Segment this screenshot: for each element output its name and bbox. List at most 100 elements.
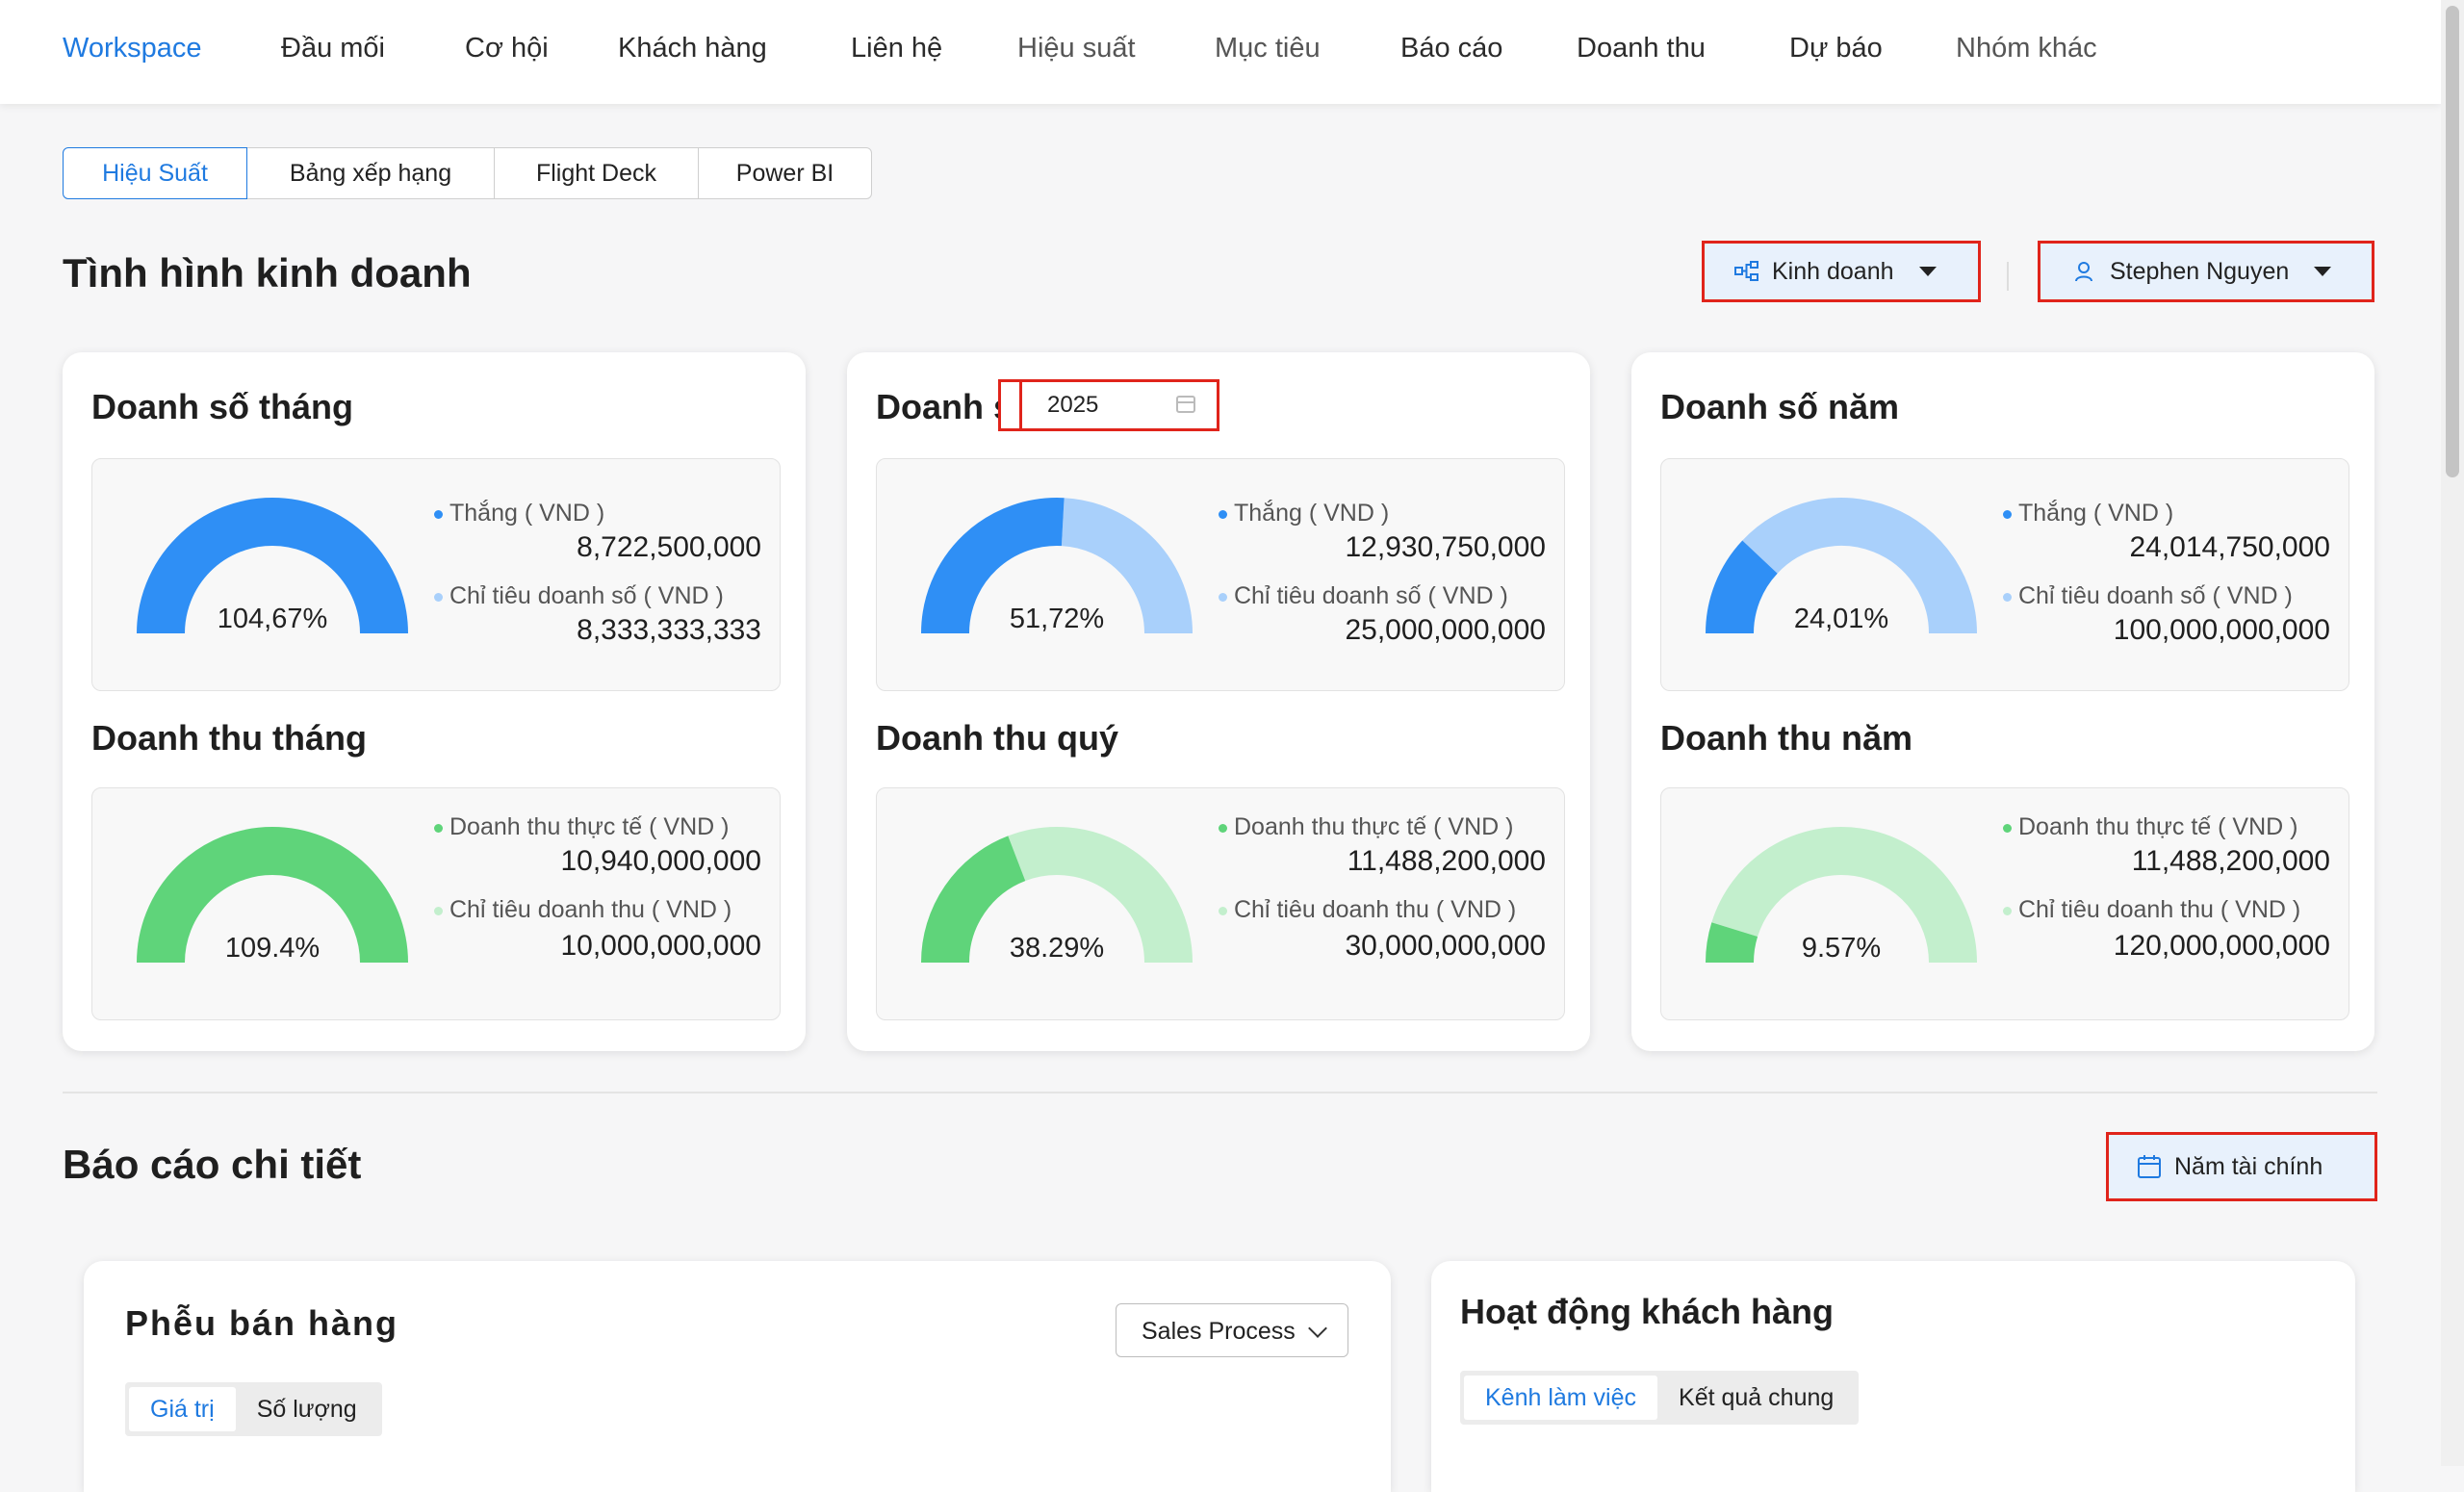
activity-mode-toggle: Kênh làm việc Kết quả chung — [1460, 1371, 1860, 1425]
revenue-target-label: Chỉ tiêu doanh thu ( VND ) — [1234, 896, 1517, 923]
page-scrollbar[interactable] — [2441, 0, 2464, 1466]
actual-revenue-label: Doanh thu thực tế ( VND ) — [2018, 813, 2298, 840]
user-icon — [2071, 258, 2098, 285]
sales-gauge-panel: 51,72% Thắng ( VND ) 12,930,750,000 Chỉ … — [876, 458, 1565, 691]
nav-forecast[interactable]: Dự báo — [1789, 33, 1883, 64]
activity-option-channel[interactable]: Kênh làm việc — [1464, 1376, 1658, 1420]
revenue-gauge — [921, 827, 1193, 964]
tab-flight-deck[interactable]: Flight Deck — [494, 147, 699, 199]
revenue-gauge — [1706, 827, 1977, 964]
sales-funnel-panel: Phễu bán hàng Sales Process Giá trị Số l… — [84, 1261, 1391, 1492]
actual-revenue-label: Doanh thu thực tế ( VND ) — [449, 813, 730, 840]
sales-process-value: Sales Process — [1142, 1318, 1296, 1345]
actual-revenue-legend: Doanh thu thực tế ( VND ) 11,488,200,000 — [1219, 811, 1546, 881]
nav-leads[interactable]: Đầu mối — [281, 33, 385, 64]
nav-workspace[interactable]: Workspace — [63, 33, 202, 64]
sales-target-legend: Chỉ tiêu doanh số ( VND ) 25,000,000,000 — [1219, 580, 1546, 650]
nav-opportunities[interactable]: Cơ hội — [465, 33, 549, 64]
nav-customers[interactable]: Khách hàng — [618, 33, 767, 64]
nav-revenue[interactable]: Doanh thu — [1577, 33, 1706, 64]
tab-leaderboard[interactable]: Bảng xếp hạng — [246, 147, 495, 199]
actual-revenue-value: 11,488,200,000 — [1347, 845, 1546, 877]
won-legend: Thắng ( VND ) 12,930,750,000 — [1219, 498, 1546, 567]
funnel-mode-toggle: Giá trị Số lượng — [125, 1382, 382, 1436]
sales-target-value: 8,333,333,333 — [577, 614, 761, 646]
sales-funnel-title: Phễu bán hàng — [125, 1303, 399, 1343]
department-filter[interactable]: Kinh doanh — [1702, 241, 1981, 302]
legend-dot — [2003, 510, 2012, 519]
revenue-target-value: 10,000,000,000 — [560, 930, 761, 962]
won-value: 24,014,750,000 — [2129, 531, 2330, 563]
actual-revenue-label: Doanh thu thực tế ( VND ) — [1234, 813, 1514, 840]
revenue-target-legend: Chỉ tiêu doanh thu ( VND ) 120,000,000,0… — [2003, 894, 2330, 965]
legend-dot — [434, 907, 443, 915]
revenue-gauge-panel: 109.4% Doanh thu thực tế ( VND ) 10,940,… — [91, 787, 781, 1020]
details-title: Báo cáo chi tiết — [63, 1142, 362, 1187]
legend-dot — [2003, 824, 2012, 833]
won-legend: Thắng ( VND ) 24,014,750,000 — [2003, 498, 2330, 567]
revenue-gauge-panel: 38.29% Doanh thu thực tế ( VND ) 11,488,… — [876, 787, 1565, 1020]
calendar-icon — [1176, 396, 1195, 413]
sales-percent: 104,67% — [217, 604, 328, 634]
sales-percent: 51,72% — [1009, 604, 1105, 634]
revenue-target-value: 30,000,000,000 — [1345, 930, 1546, 962]
won-label: Thắng ( VND ) — [449, 500, 605, 527]
revenue-card-title: Doanh thu tháng — [91, 718, 367, 758]
tab-performance[interactable]: Hiệu Suất — [63, 147, 247, 199]
legend-dot — [1219, 510, 1227, 519]
legend-dot — [1219, 824, 1227, 833]
won-value: 8,722,500,000 — [577, 531, 761, 563]
revenue-percent: 109.4% — [224, 933, 321, 964]
sales-target-label: Chỉ tiêu doanh số ( VND ) — [1234, 582, 1508, 609]
chevron-down-icon — [1308, 1319, 1327, 1338]
kpi-card: Doanh số quý Q1/2025 51,72% Thắng ( VND … — [847, 352, 1590, 1051]
activity-option-results[interactable]: Kết quả chung — [1679, 1384, 1835, 1411]
revenue-target-value: 120,000,000,000 — [2113, 930, 2330, 962]
revenue-card-title: Doanh thu năm — [1660, 718, 1912, 758]
sales-process-select[interactable]: Sales Process — [1116, 1303, 1348, 1357]
sales-target-legend: Chỉ tiêu doanh số ( VND ) 100,000,000,00… — [2003, 580, 2330, 650]
fiscal-year-button[interactable]: Năm tài chính — [2106, 1132, 2377, 1201]
sales-target-label: Chỉ tiêu doanh số ( VND ) — [2018, 582, 2293, 609]
overview-title: Tình hình kinh doanh — [63, 250, 472, 296]
funnel-option-count[interactable]: Số lượng — [256, 1396, 357, 1423]
funnel-option-value[interactable]: Giá trị — [129, 1387, 236, 1431]
nav-goals[interactable]: Mục tiêu — [1215, 33, 1321, 64]
user-filter-label: Stephen Nguyen — [2110, 257, 2290, 285]
revenue-target-legend: Chỉ tiêu doanh thu ( VND ) 10,000,000,00… — [434, 894, 761, 965]
scrollbar-thumb[interactable] — [2446, 6, 2459, 477]
revenue-card-title: Doanh thu quý — [876, 718, 1118, 758]
kpi-card: Doanh số tháng 03/2025 104,67% Thắng ( V… — [63, 352, 1224, 1051]
nav-contacts[interactable]: Liên hệ — [851, 33, 943, 64]
nav-other-groups[interactable]: Nhóm khác — [1956, 33, 2097, 64]
calendar-icon — [2136, 1153, 2163, 1180]
department-filter-label: Kinh doanh — [1772, 257, 1894, 285]
revenue-target-label: Chỉ tiêu doanh thu ( VND ) — [2018, 896, 2301, 923]
period-picker[interactable]: 2025 — [1019, 379, 1219, 431]
revenue-gauge — [137, 827, 408, 964]
org-chart-icon — [1733, 258, 1760, 285]
actual-revenue-value: 11,488,200,000 — [2131, 845, 2330, 877]
kpi-card: Doanh số năm 2025 24,01% Thắng ( VND ) 2… — [1019, 352, 2374, 1051]
legend-dot — [434, 824, 443, 833]
nav-performance[interactable]: Hiệu suất — [1017, 33, 1136, 64]
tab-power-bi[interactable]: Power BI — [698, 147, 872, 199]
sales-target-label: Chỉ tiêu doanh số ( VND ) — [449, 582, 724, 609]
caret-down-icon — [1918, 267, 1937, 276]
top-navigation: Workspace Đầu mối Cơ hội Khách hàng Liên… — [0, 0, 2441, 104]
legend-dot — [1219, 593, 1227, 602]
view-tabs: Hiệu Suất Bảng xếp hạng Flight Deck Powe… — [63, 147, 872, 199]
revenue-percent: 38.29% — [1009, 933, 1105, 964]
user-filter[interactable]: Stephen Nguyen — [2038, 241, 2374, 302]
actual-revenue-value: 10,940,000,000 — [560, 845, 761, 877]
sales-target-value: 25,000,000,000 — [1345, 614, 1546, 646]
nav-reports[interactable]: Báo cáo — [1400, 33, 1503, 64]
fiscal-year-label: Năm tài chính — [2174, 1152, 2323, 1180]
sales-target-legend: Chỉ tiêu doanh số ( VND ) 8,333,333,333 — [434, 580, 761, 650]
won-legend: Thắng ( VND ) 8,722,500,000 — [434, 498, 761, 567]
legend-dot — [434, 593, 443, 602]
sales-percent: 24,01% — [1793, 604, 1889, 634]
actual-revenue-legend: Doanh thu thực tế ( VND ) 10,940,000,000 — [434, 811, 761, 881]
sales-card-title: Doanh số năm — [1660, 387, 1900, 426]
sales-gauge-panel: 24,01% Thắng ( VND ) 24,014,750,000 Chỉ … — [1660, 458, 2349, 691]
